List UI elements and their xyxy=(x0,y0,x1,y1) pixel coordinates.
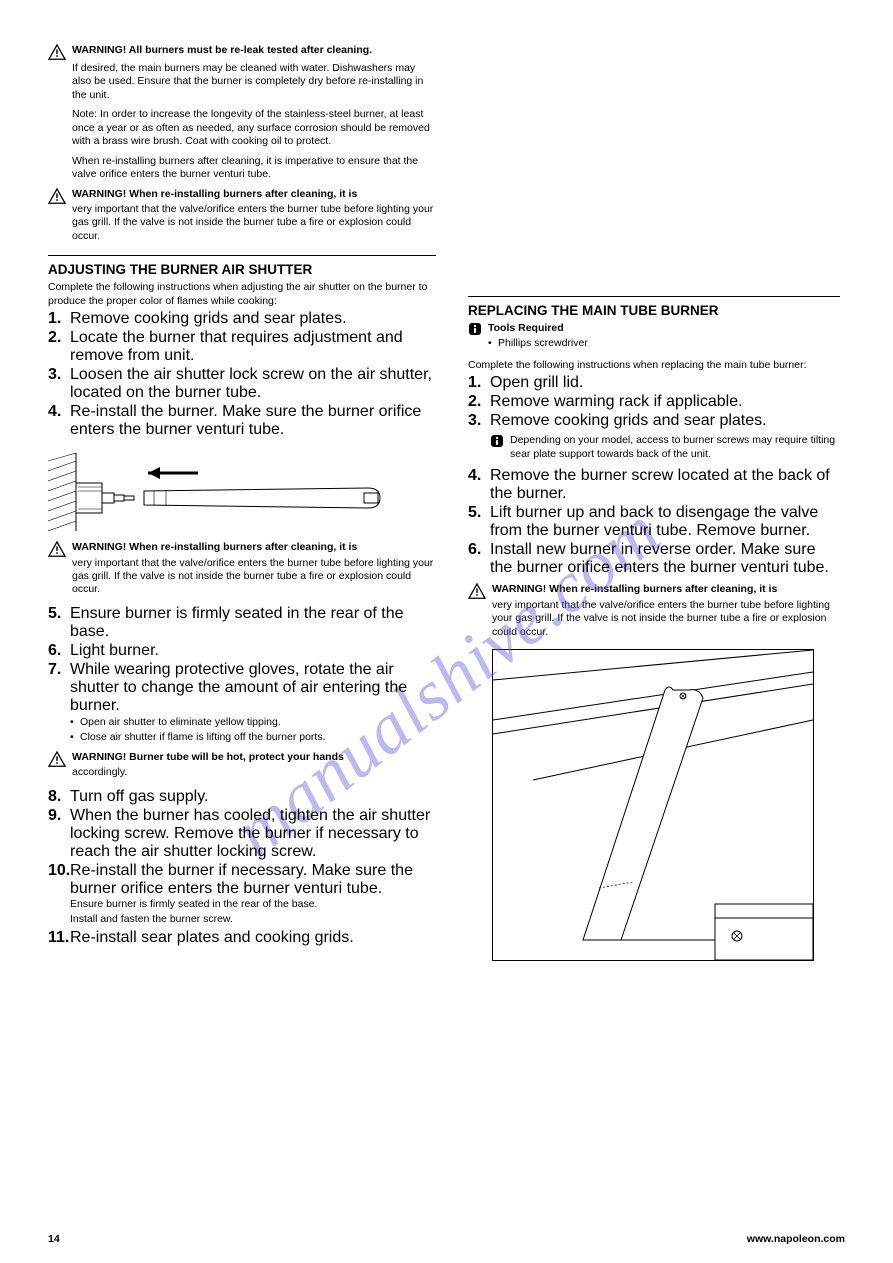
step-item: 2.Remove warming rack if applicable. xyxy=(468,393,840,411)
step-item: 10.Re-install the burner if necessary. M… xyxy=(48,862,436,927)
warning-row: WARNING! When re-installing burners afte… xyxy=(48,541,436,599)
page-number: 14 xyxy=(48,1233,60,1245)
burner-tube-figure xyxy=(48,453,436,531)
info-icon xyxy=(490,434,504,448)
step-item: 4.Remove the burner screw located at the… xyxy=(468,467,840,503)
intro-text: Complete the following instructions when… xyxy=(48,281,436,308)
warning-text: WARNING! When re-installing burners afte… xyxy=(492,583,840,641)
step-text: Locate the burner that requires adjustme… xyxy=(70,329,403,364)
warning-icon xyxy=(468,583,486,599)
step-text: Re-install sear plates and cooking grids… xyxy=(70,929,354,946)
step-item: 9.When the burner has cooled, tighten th… xyxy=(48,807,436,861)
warning-lead: WARNING! When re-installing burners afte… xyxy=(492,583,777,595)
warning-icon xyxy=(48,751,66,767)
sub-bullet: Open air shutter to eliminate yellow tip… xyxy=(70,716,436,729)
step-text: Loosen the air shutter lock screw on the… xyxy=(70,366,432,401)
info-icon xyxy=(468,322,482,336)
step-text: Turn off gas supply. xyxy=(70,788,208,805)
section-heading: REPLACING THE MAIN TUBE BURNER xyxy=(468,303,840,318)
step-text: Remove cooking grids and sear plates. xyxy=(490,412,767,429)
warning-text: WARNING! All burners must be re-leak tes… xyxy=(72,44,436,57)
info-text: Depending on your model, access to burne… xyxy=(510,434,840,461)
left-column: WARNING! All burners must be re-leak tes… xyxy=(48,40,436,961)
step-text: Install new burner in reverse order. Mak… xyxy=(490,541,829,576)
page-footer: 14 www.napoleon.com xyxy=(48,1233,845,1245)
step-text: Remove the burner screw located at the b… xyxy=(490,467,830,502)
warning-lead: WARNING! Burner tube will be hot, protec… xyxy=(72,751,344,763)
warning-text: WARNING! When re-installing burners afte… xyxy=(72,188,436,246)
note-text: Note: In order to increase the longevity… xyxy=(72,108,436,148)
body-text: If desired, the main burners may be clea… xyxy=(72,62,436,102)
step-text: Open grill lid. xyxy=(490,374,583,391)
step-item: 6.Light burner. xyxy=(48,642,436,660)
warning-icon xyxy=(48,541,66,557)
warning-row: WARNING! When re-installing burners afte… xyxy=(48,188,436,246)
burner-install-figure xyxy=(492,649,814,961)
step-text: Remove cooking grids and sear plates. xyxy=(70,310,347,327)
step-text: Re-install the burner. Make sure the bur… xyxy=(70,403,421,438)
two-column-layout: WARNING! All burners must be re-leak tes… xyxy=(48,40,845,961)
sub-bullet: Close air shutter if flame is lifting of… xyxy=(70,731,436,744)
step-text: Remove warming rack if applicable. xyxy=(490,393,743,410)
warning-lead: WARNING! When re-installing burners afte… xyxy=(72,541,357,553)
warning-cont: very important that the valve/orifice en… xyxy=(72,557,436,597)
step-item: 5.Ensure burner is firmly seated in the … xyxy=(48,605,436,641)
warning-row: WARNING! All burners must be re-leak tes… xyxy=(48,44,436,60)
warning-row: WARNING! Burner tube will be hot, protec… xyxy=(48,751,436,782)
warning-cont: very important that the valve/orifice en… xyxy=(492,599,840,639)
section-divider xyxy=(468,296,840,297)
step-text: Lift burner up and back to disengage the… xyxy=(490,504,818,539)
warning-lead: WARNING! When re-installing burners afte… xyxy=(72,188,357,200)
warning-text: WARNING! Burner tube will be hot, protec… xyxy=(72,751,436,782)
warning-cont: very important that the valve/orifice en… xyxy=(72,203,436,243)
section-heading: ADJUSTING THE BURNER AIR SHUTTER xyxy=(48,262,436,277)
step-text: Light burner. xyxy=(70,642,159,659)
step-item: 8.Turn off gas supply. xyxy=(48,788,436,806)
warning-icon xyxy=(48,44,66,60)
right-column: REPLACING THE MAIN TUBE BURNER Tools Req… xyxy=(468,40,840,961)
warning-icon xyxy=(48,188,66,204)
step-text: While wearing protective gloves, rotate … xyxy=(70,661,407,714)
tools-heading: Tools Required xyxy=(488,322,840,335)
warning-text: WARNING! When re-installing burners afte… xyxy=(72,541,436,599)
warning-cont: accordingly. xyxy=(72,766,436,779)
tools-block: Tools Required Phillips screwdriver xyxy=(488,322,840,353)
step-item: 1.Remove cooking grids and sear plates. xyxy=(48,310,436,328)
info-note-row: Depending on your model, access to burne… xyxy=(490,434,840,463)
step-item: 3.Remove cooking grids and sear plates. xyxy=(468,412,840,430)
step-item: 4.Re-install the burner. Make sure the b… xyxy=(48,403,436,439)
step-cont: Install and fasten the burner screw. xyxy=(70,913,436,926)
step-cont: Ensure burner is firmly seated in the re… xyxy=(70,898,436,911)
step-item: 2.Locate the burner that requires adjust… xyxy=(48,329,436,365)
step-item: 1.Open grill lid. xyxy=(468,374,840,392)
step-item: 11.Re-install sear plates and cooking gr… xyxy=(48,929,436,947)
step-text: When the burner has cooled, tighten the … xyxy=(70,807,430,860)
footer-url: www.napoleon.com xyxy=(747,1233,845,1245)
section-divider xyxy=(48,255,436,256)
manual-page: manualshive.com WARNING! All burners mus… xyxy=(0,0,893,1263)
step-item: 7.While wearing protective gloves, rotat… xyxy=(48,661,436,745)
body-text: When re-installing burners after cleanin… xyxy=(72,155,436,182)
warning-row: WARNING! When re-installing burners afte… xyxy=(468,583,840,641)
step-item: 5.Lift burner up and back to disengage t… xyxy=(468,504,840,540)
step-item: 6.Install new burner in reverse order. M… xyxy=(468,541,840,577)
step-text: Ensure burner is firmly seated in the re… xyxy=(70,605,404,640)
tool-item: Phillips screwdriver xyxy=(488,337,840,350)
step-text: Re-install the burner if necessary. Make… xyxy=(70,862,413,897)
step-item: 3.Loosen the air shutter lock screw on t… xyxy=(48,366,436,402)
intro-text: Complete the following instructions when… xyxy=(468,359,840,372)
tools-row: Tools Required Phillips screwdriver xyxy=(468,322,840,353)
